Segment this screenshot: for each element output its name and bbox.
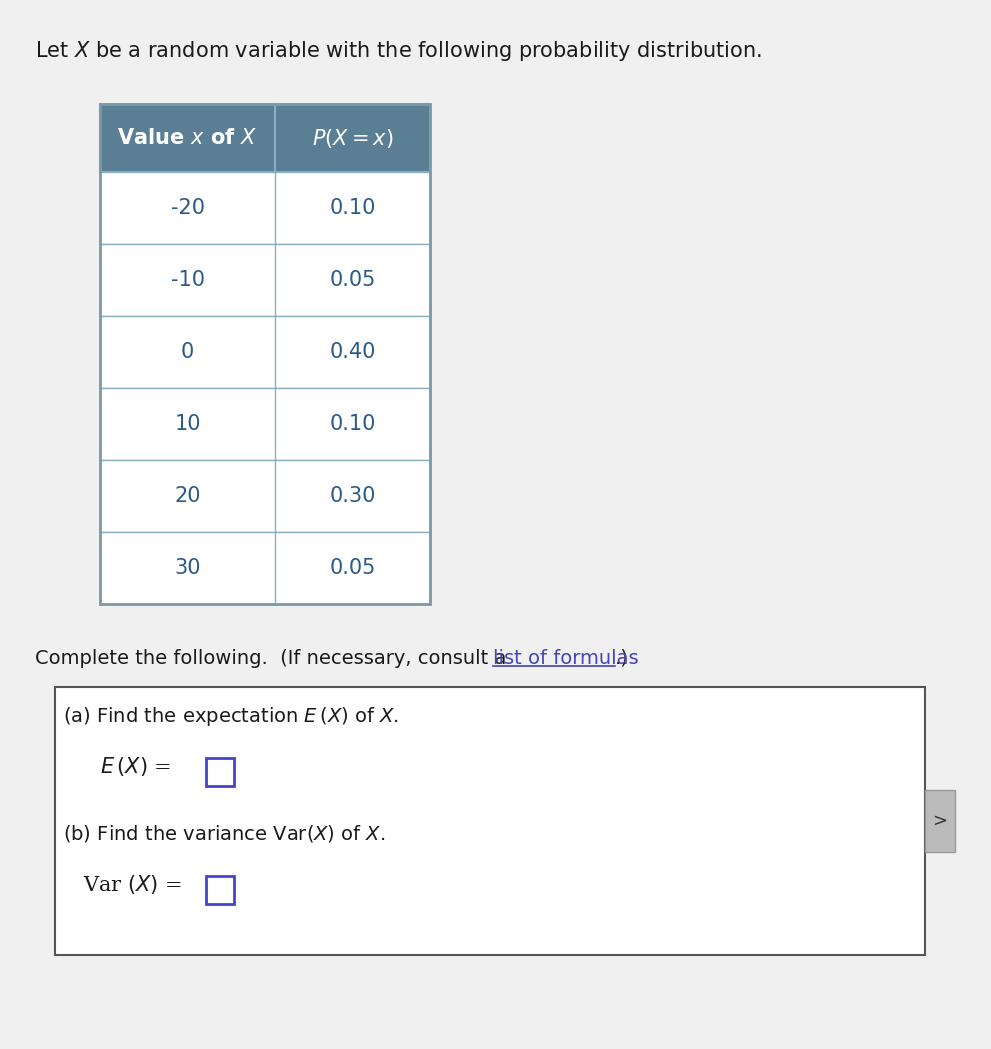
FancyBboxPatch shape (206, 758, 234, 786)
Text: -10: -10 (170, 270, 204, 290)
Text: 30: 30 (174, 558, 201, 578)
Text: 0.05: 0.05 (329, 270, 376, 290)
Text: (a) Find the expectation $E\,(X)$ of $X$.: (a) Find the expectation $E\,(X)$ of $X$… (63, 705, 398, 728)
Text: 0.10: 0.10 (329, 414, 376, 434)
Text: 0.10: 0.10 (329, 198, 376, 218)
Text: 10: 10 (174, 414, 201, 434)
Text: -20: -20 (170, 198, 204, 218)
Text: 0: 0 (181, 342, 194, 362)
FancyBboxPatch shape (925, 790, 955, 852)
FancyBboxPatch shape (100, 104, 430, 172)
Text: (b) Find the variance Var$(X)$ of $X$.: (b) Find the variance Var$(X)$ of $X$. (63, 823, 385, 844)
FancyBboxPatch shape (100, 532, 430, 604)
Text: 0.30: 0.30 (329, 486, 376, 506)
FancyBboxPatch shape (55, 687, 925, 955)
Text: list of formulas: list of formulas (493, 649, 638, 668)
Text: Complete the following.  (If necessary, consult a: Complete the following. (If necessary, c… (35, 649, 512, 668)
Text: 0.40: 0.40 (329, 342, 376, 362)
Text: 20: 20 (174, 486, 201, 506)
FancyBboxPatch shape (206, 876, 234, 904)
FancyBboxPatch shape (100, 461, 430, 532)
Text: >: > (933, 812, 947, 830)
FancyBboxPatch shape (100, 388, 430, 461)
FancyBboxPatch shape (100, 172, 430, 244)
Text: Let $X$ be a random variable with the following probability distribution.: Let $X$ be a random variable with the fo… (35, 39, 762, 63)
Text: $E\,(X)$ =: $E\,(X)$ = (100, 755, 173, 778)
Text: Var $(X)$ =: Var $(X)$ = (83, 873, 184, 896)
Text: .): .) (615, 649, 629, 668)
FancyBboxPatch shape (100, 316, 430, 388)
FancyBboxPatch shape (100, 244, 430, 316)
Text: $P(X{=}x)$: $P(X{=}x)$ (312, 127, 393, 150)
Text: Value $x$ of $X$: Value $x$ of $X$ (117, 128, 258, 148)
Text: 0.05: 0.05 (329, 558, 376, 578)
